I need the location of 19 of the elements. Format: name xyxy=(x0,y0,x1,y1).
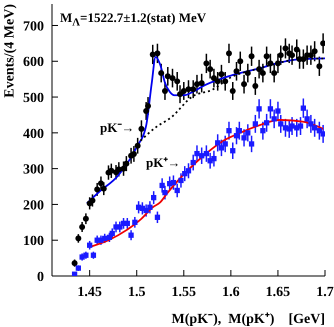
y-tick-label: 700 xyxy=(23,19,44,34)
x-tick-label: 1.65 xyxy=(266,284,290,300)
annotation: pK⁺→ xyxy=(146,154,180,171)
annotation: pK⁻→ xyxy=(100,119,134,136)
x-axis-title: M(pK⁻), M(pK⁺) [GeV] xyxy=(172,312,325,327)
x-tick-label: 1.55 xyxy=(172,284,196,300)
y-axis-title: Events/(4 MeV) xyxy=(2,4,18,98)
y-tick-label: 300 xyxy=(23,162,44,178)
x-tick-label: 1.6 xyxy=(222,284,240,300)
x-tick-label: 1.45 xyxy=(77,284,102,300)
x-tick-label: 1.5 xyxy=(128,284,146,300)
y-tick-label: 0 xyxy=(37,270,44,285)
y-tick-label: 500 xyxy=(23,91,44,106)
x-tick-label: 1.7 xyxy=(316,284,334,300)
annotation: M$_{Λ}$=1522.7±1.2(stat) MeV xyxy=(60,10,206,29)
y-tick-label: 600 xyxy=(23,55,44,70)
y-tick-label: 100 xyxy=(23,234,44,250)
y-tick-label: 400 xyxy=(23,126,44,142)
y-tick-label: 200 xyxy=(23,198,44,214)
